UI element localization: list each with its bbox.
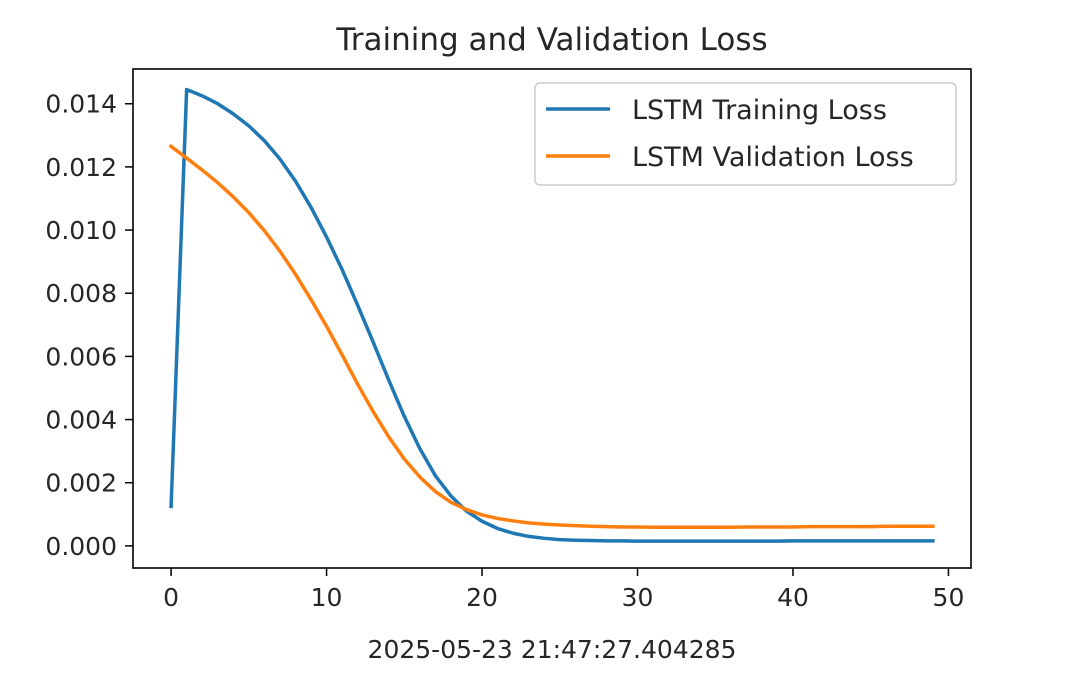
- plot-area-frame: [132, 68, 972, 569]
- legend-box: [534, 82, 957, 186]
- x-tick-label: 20: [466, 583, 498, 612]
- series-line-training-loss: [169, 87, 935, 543]
- legend-label-training: LSTM Training Loss: [632, 95, 887, 126]
- legend-label-validation: LSTM Validation Loss: [632, 142, 914, 173]
- series-line-validation-loss: [168, 143, 935, 530]
- y-tick-label: 0.006: [45, 342, 117, 371]
- y-tick-label: 0.010: [45, 216, 117, 245]
- x-axis-label: 2025-05-23 21:47:27.404285: [368, 635, 737, 664]
- x-tick-label: 30: [622, 583, 654, 612]
- x-tick-label: 0: [163, 583, 179, 612]
- legend: LSTM Training Loss LSTM Validation Loss: [534, 82, 957, 186]
- y-tick-label: 0.008: [45, 279, 117, 308]
- x-tick-label: 10: [311, 583, 343, 612]
- x-tick-label: 40: [777, 583, 809, 612]
- chart-title: Training and Validation Loss: [335, 22, 767, 58]
- y-tick-label: 0.000: [45, 532, 117, 561]
- y-tick-label: 0.004: [45, 406, 117, 435]
- y-tick-label: 0.014: [45, 90, 117, 119]
- x-tick-label: 50: [933, 583, 965, 612]
- y-tick-label: 0.002: [45, 469, 117, 498]
- y-tick-label: 0.012: [45, 153, 117, 182]
